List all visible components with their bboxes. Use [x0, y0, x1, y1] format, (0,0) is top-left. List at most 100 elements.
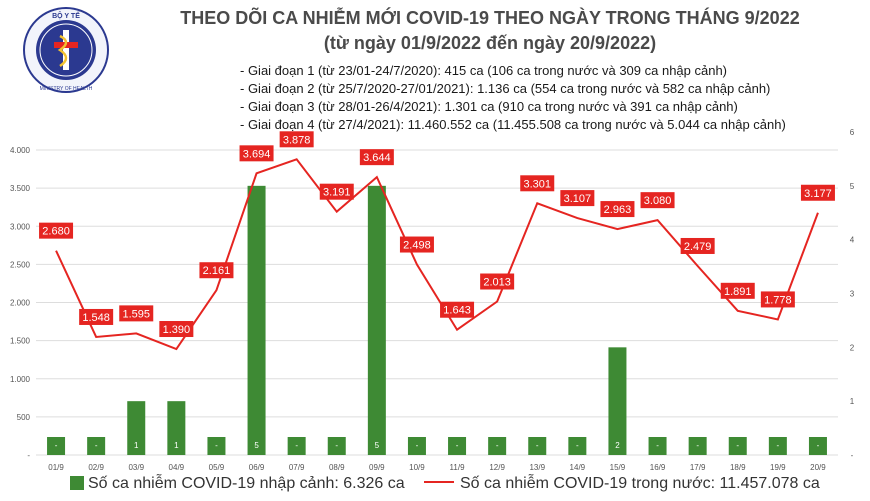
y-left-tick-label: 500 [17, 413, 31, 422]
x-tick-label: 01/9 [48, 463, 64, 472]
line-data-label: 3.644 [363, 152, 391, 164]
bar-data-label: 2 [615, 441, 620, 450]
bar-data-label: - [736, 441, 739, 450]
bar-data-label: - [496, 441, 499, 450]
chart-subtitle: (từ ngày 01/9/2022 đến ngày 20/9/2022) [323, 33, 657, 53]
y-left-tick-label: 2.500 [10, 260, 31, 269]
logo-top-text: BỘ Y TẾ [52, 10, 80, 20]
legend-line-swatch [424, 481, 454, 483]
y-left-tick-label: 3.500 [10, 184, 31, 193]
bar-data-label: - [335, 441, 338, 450]
import-bar [207, 437, 226, 455]
y-right-tick-label: 5 [850, 182, 855, 191]
bar-data-label: - [536, 441, 539, 450]
line-data-label-box [440, 301, 475, 318]
line-data-label-box [520, 175, 555, 192]
chart-title: THEO DÕI CA NHIỄM MỚI COVID-19 THEO NGÀY… [180, 8, 800, 28]
y-right-tick-label: 4 [850, 236, 855, 245]
x-tick-label: 19/9 [770, 463, 786, 472]
import-bar [648, 437, 667, 455]
bar-data-label: - [55, 441, 58, 450]
line-data-label: 2.479 [684, 241, 712, 253]
x-tick-label: 07/9 [289, 463, 305, 472]
line-data-label: 3.177 [804, 188, 832, 200]
bar-data-label: - [95, 441, 98, 450]
y-left-tick-label: 2.000 [10, 299, 31, 308]
logo-bottom-text: MINISTRY OF HEALTH [40, 86, 93, 92]
bar-data-label: 1 [174, 441, 179, 450]
x-tick-label: 10/9 [409, 463, 425, 472]
line-data-label: 2.013 [483, 277, 511, 289]
line-data-label: 1.548 [82, 312, 110, 324]
line-data-label: 3.694 [243, 148, 271, 160]
import-bar [127, 401, 146, 455]
line-data-label: 1.595 [122, 308, 150, 320]
y-left-tick-label: - [27, 451, 30, 460]
ministry-of-health-logo: BỘ Y TẾ MINISTRY OF HEALTH [23, 7, 109, 93]
import-bar [488, 437, 507, 455]
import-bar [608, 347, 627, 455]
bar-data-label: 5 [375, 441, 380, 450]
line-data-label-box [480, 273, 515, 290]
x-tick-label: 13/9 [529, 463, 545, 472]
line-data-label: 3.878 [283, 134, 311, 146]
bar-data-label: - [416, 441, 419, 450]
import-bar [528, 437, 547, 455]
import-bar [728, 437, 747, 455]
phase-item: - Giai đoạn 4 (từ 27/4/2021): 11.460.552… [240, 117, 786, 132]
x-tick-label: 09/9 [369, 463, 385, 472]
bar-data-label: - [696, 441, 699, 450]
line-data-label: 1.390 [163, 324, 191, 336]
import-bar [768, 437, 787, 455]
line-data-label-box [279, 131, 314, 148]
y-right-tick-label: - [851, 451, 854, 460]
line-data-label-box [600, 201, 635, 218]
import-bar [808, 437, 827, 455]
x-tick-label: 17/9 [690, 463, 706, 472]
bar-data-label: - [456, 441, 459, 450]
import-bar [167, 401, 186, 455]
line-data-label-box [680, 237, 715, 254]
y-right-tick-label: 6 [850, 128, 855, 137]
x-tick-label: 05/9 [209, 463, 225, 472]
import-bar [87, 437, 106, 455]
line-data-label: 3.080 [644, 195, 672, 207]
line-data-label: 2.963 [604, 204, 632, 216]
line-data-label: 1.778 [764, 294, 792, 306]
x-tick-label: 08/9 [329, 463, 345, 472]
line-data-label-box [319, 183, 354, 200]
legend-bar-entry: Số ca nhiễm COVID-19 nhập cảnh: 6.326 ca [70, 475, 405, 493]
import-bar [407, 437, 426, 455]
line-data-label: 3.191 [323, 187, 351, 199]
import-bar [448, 437, 467, 455]
y-left-tick-label: 4.000 [10, 146, 31, 155]
line-data-label-box [760, 291, 795, 308]
line-data-label: 1.643 [443, 305, 471, 317]
y-right-tick-label: 3 [850, 290, 855, 299]
x-tick-label: 15/9 [610, 463, 626, 472]
line-data-label-box [720, 282, 755, 299]
line-data-label: 2.680 [42, 226, 70, 238]
x-tick-label: 03/9 [128, 463, 144, 472]
bar-data-label: - [656, 441, 659, 450]
x-tick-label: 02/9 [88, 463, 104, 472]
import-bar [367, 185, 386, 456]
import-bar [688, 437, 707, 455]
bar-data-label: - [295, 441, 298, 450]
x-tick-label: 11/9 [450, 463, 466, 472]
bar-data-label: - [576, 441, 579, 450]
phase-summary-list: - Giai đoạn 1 (từ 23/01-24/7/2020): 415 … [240, 62, 786, 134]
phase-item: - Giai đoạn 1 (từ 23/01-24/7/2020): 415 … [240, 63, 728, 78]
line-data-label-box [159, 321, 194, 338]
x-tick-label: 06/9 [249, 463, 265, 472]
x-tick-label: 14/9 [570, 463, 586, 472]
legend-line-label: Số ca nhiễm COVID-19 trong nước: 11.457.… [460, 475, 820, 492]
line-data-label-box [119, 305, 154, 322]
import-bar [247, 185, 266, 456]
legend-bar-label: Số ca nhiễm COVID-19 nhập cảnh: 6.326 ca [88, 475, 405, 492]
x-tick-label: 18/9 [730, 463, 746, 472]
x-tick-label: 04/9 [169, 463, 185, 472]
bar-data-label: - [817, 441, 820, 450]
line-data-label: 3.301 [523, 178, 551, 190]
